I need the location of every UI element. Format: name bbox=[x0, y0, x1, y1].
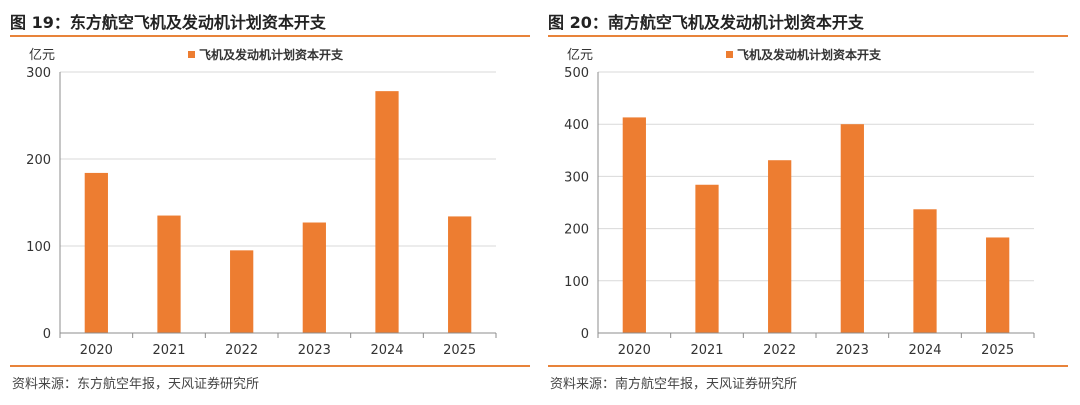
legend-label: 飞机及发动机计划资本开支 bbox=[199, 47, 344, 62]
bar-2024 bbox=[375, 91, 399, 333]
bar-2020 bbox=[84, 172, 108, 333]
bar-2020 bbox=[622, 117, 646, 333]
bar-2021 bbox=[695, 184, 719, 333]
bar-2022 bbox=[230, 250, 254, 333]
legend-label: 飞机及发动机计划资本开支 bbox=[737, 47, 882, 62]
x-tick-label: 2020 bbox=[618, 343, 651, 358]
figure-title: 图 20：南方航空飞机及发动机计划资本开支 bbox=[548, 13, 864, 32]
source-note: 资料来源：东方航空年报，天风证券研究所 bbox=[12, 377, 260, 392]
chart-panel-right: 图 20：南方航空飞机及发动机计划资本开支 0 100 200 300 400 500 亿元… bbox=[548, 0, 1068, 405]
bar-2025 bbox=[448, 216, 472, 333]
bar-2022 bbox=[768, 160, 792, 333]
y-tick-label: 200 bbox=[26, 153, 51, 168]
y-tick-label: 0 bbox=[43, 327, 51, 342]
bar-chart: 0 100 200 300 400 500 亿元 飞机及发动机计划资本开支 2020 2021 20… bbox=[564, 47, 1035, 358]
source-rule bbox=[10, 365, 530, 367]
source-rule bbox=[548, 365, 1068, 367]
y-tick-label: 0 bbox=[581, 327, 589, 342]
x-tick-label: 2024 bbox=[370, 343, 403, 358]
y-tick-label: 200 bbox=[564, 223, 589, 238]
y-tick-label: 100 bbox=[26, 240, 51, 255]
x-tick-label: 2025 bbox=[981, 343, 1014, 358]
bar-2025 bbox=[986, 237, 1010, 333]
title-rule bbox=[548, 35, 1068, 37]
y-tick-label: 300 bbox=[26, 66, 51, 81]
y-tick-label: 100 bbox=[564, 275, 589, 290]
figure-title: 图 19：东方航空飞机及发动机计划资本开支 bbox=[10, 13, 326, 32]
x-tick-label: 2022 bbox=[225, 343, 258, 358]
x-tick-label: 2023 bbox=[836, 343, 869, 358]
x-tick-label: 2020 bbox=[80, 343, 113, 358]
x-tick-label: 2022 bbox=[763, 343, 796, 358]
chart-panel-left: 图 19：东方航空飞机及发动机计划资本开支 0 100 200 300 亿元 飞机及发动机… bbox=[10, 0, 530, 405]
x-tick-label: 2023 bbox=[298, 343, 331, 358]
bar-2023 bbox=[840, 124, 864, 333]
y-tick-label: 400 bbox=[564, 118, 589, 133]
y-axis-unit: 亿元 bbox=[567, 48, 593, 63]
bar-2023 bbox=[302, 222, 326, 333]
bar-2021 bbox=[157, 215, 181, 333]
legend-swatch bbox=[188, 51, 195, 58]
title-rule bbox=[10, 35, 530, 37]
y-tick-label: 500 bbox=[564, 66, 589, 81]
bar-chart: 0 100 200 300 亿元 飞机及发动机计划资本开支 2020 2021 2022 2023… bbox=[26, 47, 497, 358]
y-tick-label: 300 bbox=[564, 170, 589, 185]
x-tick-label: 2024 bbox=[908, 343, 941, 358]
x-tick-label: 2021 bbox=[152, 343, 185, 358]
bar-2024 bbox=[913, 209, 937, 333]
x-tick-label: 2021 bbox=[690, 343, 723, 358]
x-tick-label: 2025 bbox=[443, 343, 476, 358]
legend-swatch bbox=[726, 51, 733, 58]
source-note: 资料来源：南方航空年报，天风证券研究所 bbox=[550, 377, 798, 392]
y-axis-unit: 亿元 bbox=[29, 48, 55, 63]
